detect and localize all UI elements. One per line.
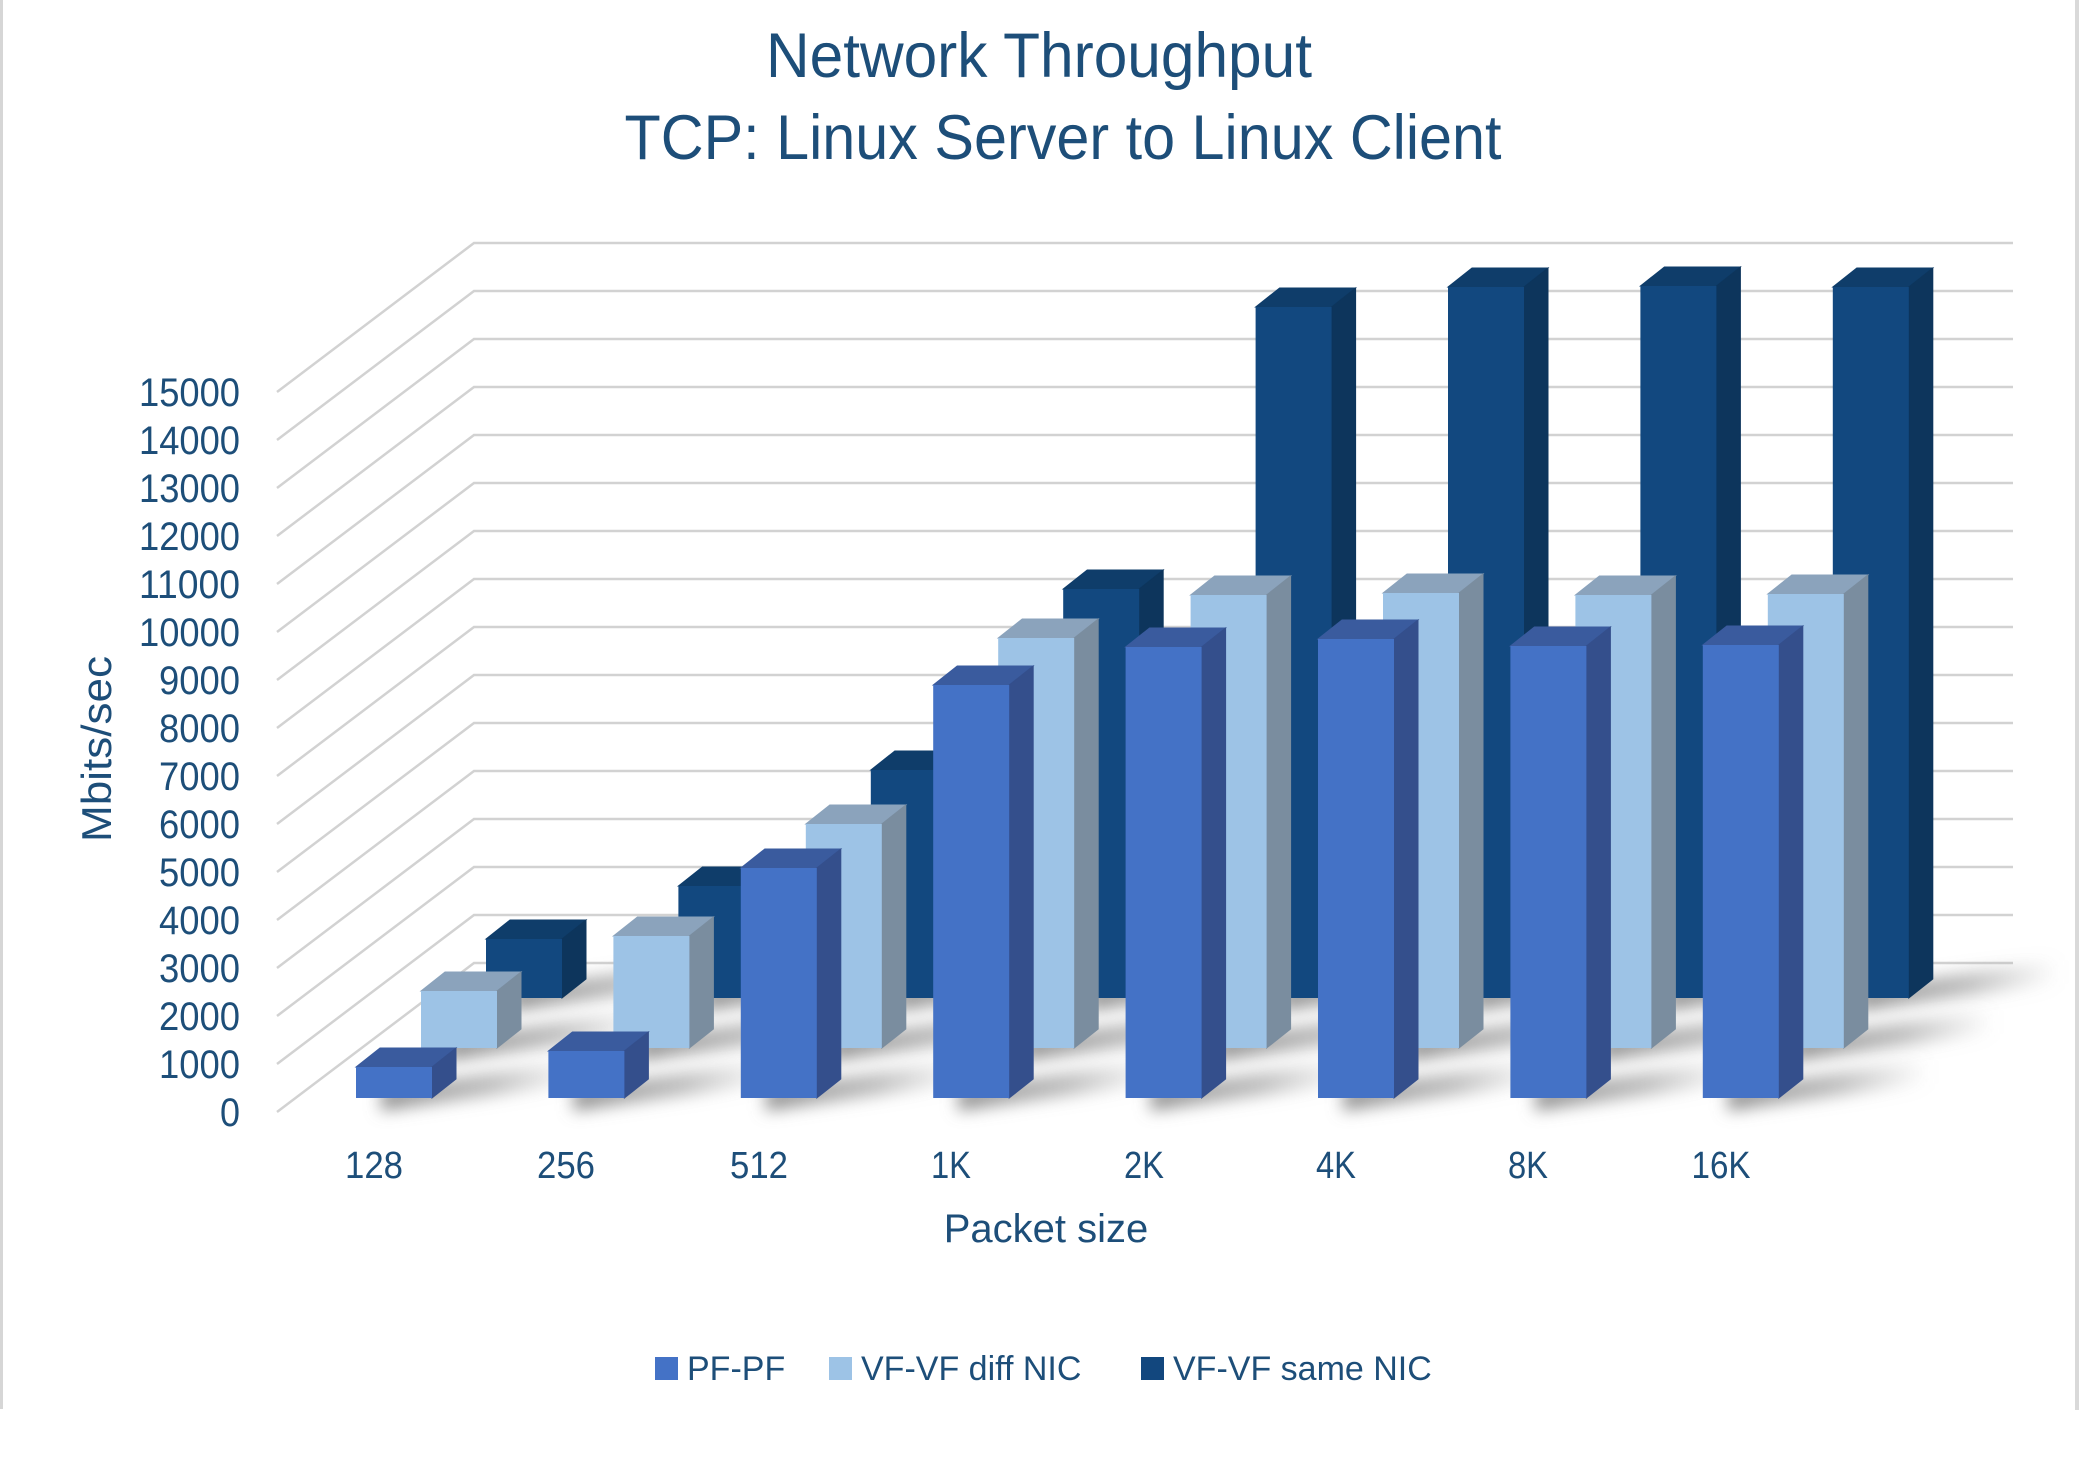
svg-text:512: 512 (730, 1145, 788, 1187)
svg-text:7000: 7000 (159, 755, 240, 799)
svg-text:14000: 14000 (139, 419, 240, 463)
svg-text:PF-PF: PF-PF (687, 1350, 785, 1388)
svg-text:16K: 16K (1692, 1145, 1751, 1187)
svg-text:6000: 6000 (159, 803, 240, 847)
svg-text:4K: 4K (1316, 1145, 1356, 1187)
svg-text:TCP: Linux Server to Linux Cli: TCP: Linux Server to Linux Client (625, 103, 1502, 173)
svg-text:5000: 5000 (159, 851, 240, 895)
svg-text:9000: 9000 (159, 659, 240, 703)
svg-text:13000: 13000 (139, 467, 240, 511)
svg-text:3000: 3000 (159, 947, 240, 991)
svg-text:256: 256 (537, 1145, 595, 1187)
svg-text:Packet size: Packet size (944, 1207, 1149, 1251)
svg-text:4000: 4000 (159, 899, 240, 943)
svg-text:2K: 2K (1124, 1145, 1164, 1187)
svg-text:0: 0 (220, 1091, 240, 1135)
svg-text:8000: 8000 (159, 707, 240, 751)
svg-text:10000: 10000 (139, 611, 240, 655)
svg-text:1K: 1K (931, 1145, 971, 1187)
svg-text:12000: 12000 (139, 515, 240, 559)
svg-text:8K: 8K (1508, 1145, 1548, 1187)
svg-text:Network Throughput: Network Throughput (766, 21, 1312, 91)
svg-text:Mbits/sec: Mbits/sec (73, 656, 120, 842)
svg-text:VF-VF diff NIC: VF-VF diff NIC (861, 1350, 1081, 1388)
svg-text:15000: 15000 (139, 371, 240, 415)
svg-text:11000: 11000 (139, 563, 240, 607)
svg-text:128: 128 (345, 1145, 403, 1187)
svg-text:1000: 1000 (159, 1043, 240, 1087)
svg-text:2000: 2000 (159, 995, 240, 1039)
svg-text:VF-VF same NIC: VF-VF same NIC (1173, 1350, 1432, 1388)
